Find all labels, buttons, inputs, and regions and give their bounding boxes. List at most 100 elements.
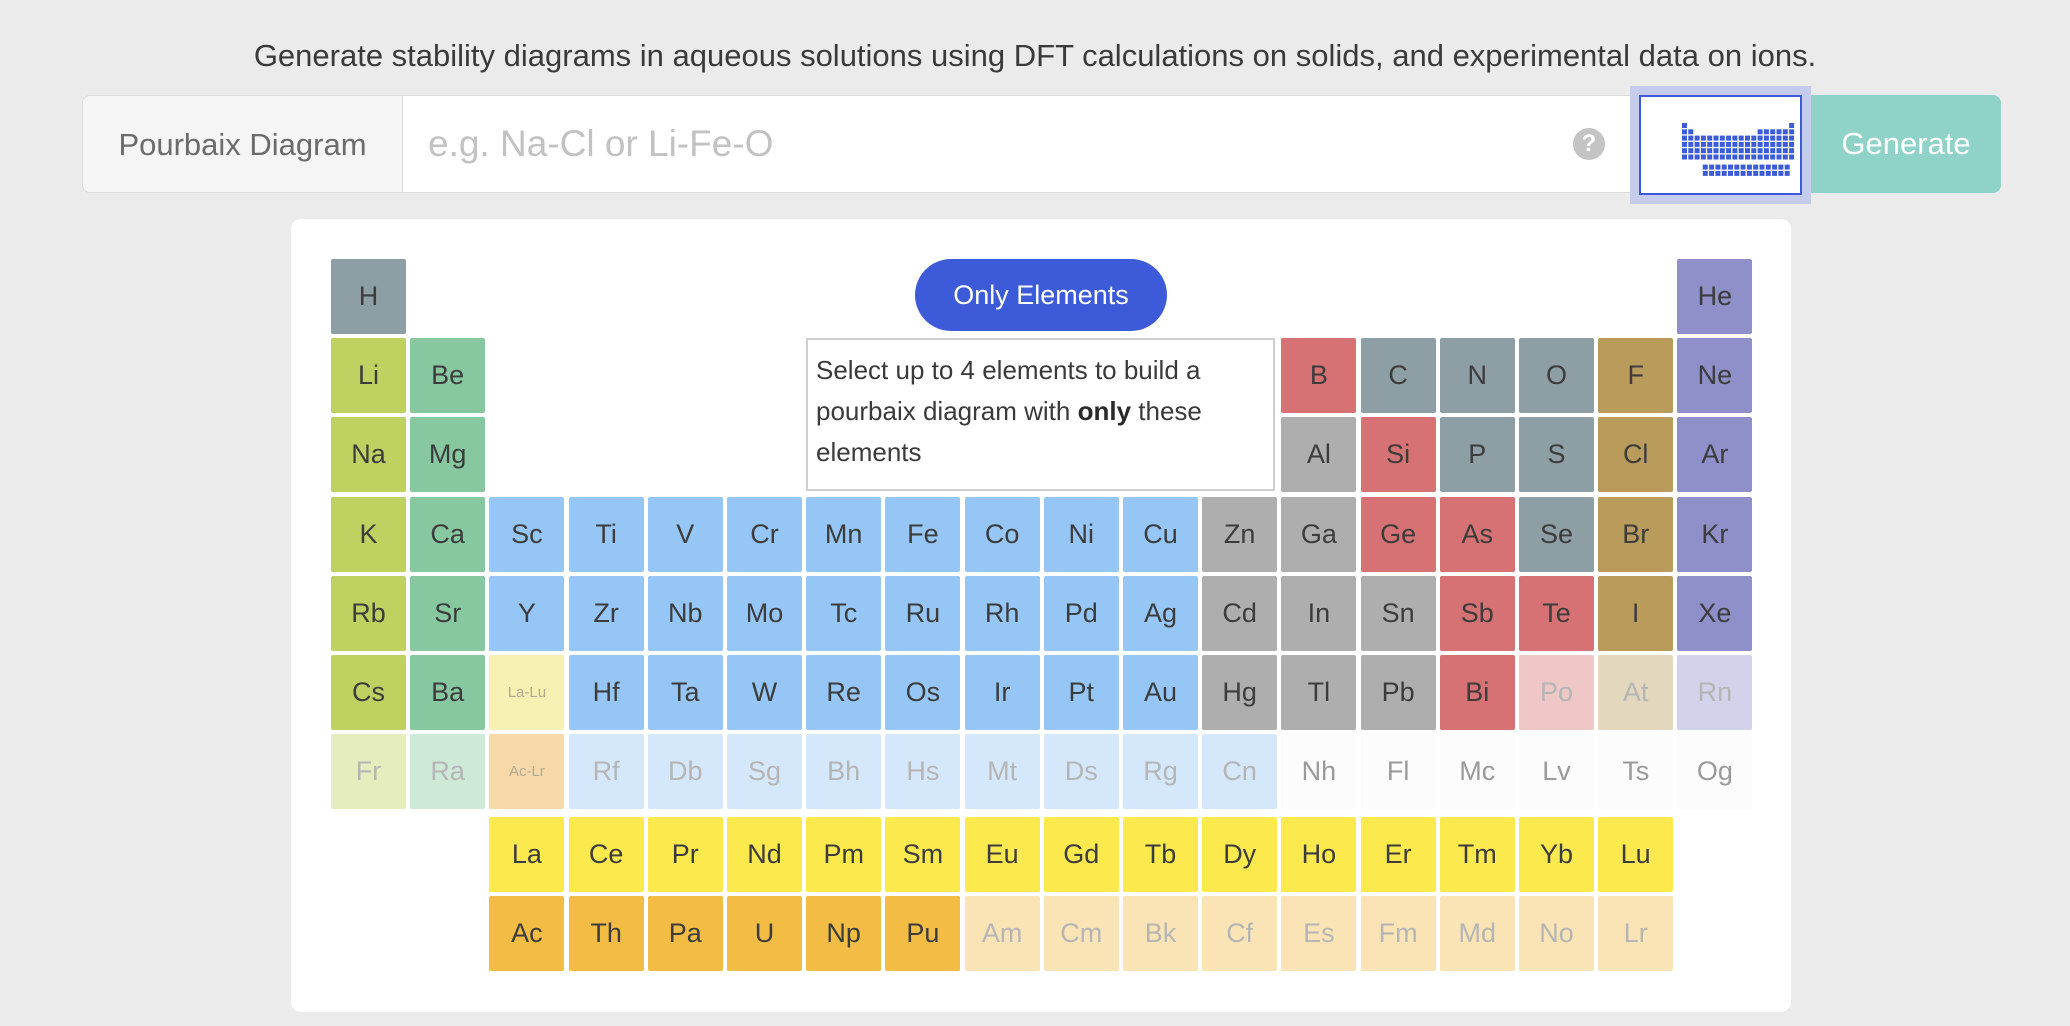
- element-co[interactable]: Co: [964, 496, 1040, 572]
- element-w[interactable]: W: [727, 655, 802, 730]
- element-n[interactable]: N: [1439, 338, 1515, 414]
- element-ho[interactable]: Ho: [1281, 817, 1357, 892]
- element-lv: Lv: [1519, 734, 1594, 810]
- element-ar[interactable]: Ar: [1677, 417, 1753, 493]
- element-br[interactable]: Br: [1598, 496, 1674, 572]
- element-pb[interactable]: Pb: [1360, 655, 1436, 730]
- element-xe[interactable]: Xe: [1677, 575, 1753, 651]
- element-o[interactable]: O: [1519, 338, 1594, 414]
- element-tc[interactable]: Tc: [806, 575, 882, 651]
- element-pr[interactable]: Pr: [647, 817, 723, 892]
- periodic-table-icon-cell: [1753, 170, 1759, 176]
- element-ba[interactable]: Ba: [410, 655, 486, 730]
- element-zn[interactable]: Zn: [1202, 496, 1278, 572]
- element-v[interactable]: V: [647, 496, 723, 572]
- formula-search-input[interactable]: [403, 95, 1713, 193]
- element-sb[interactable]: Sb: [1439, 575, 1515, 651]
- element-cr[interactable]: Cr: [727, 496, 802, 572]
- element-rb[interactable]: Rb: [331, 575, 406, 651]
- element-re[interactable]: Re: [806, 655, 882, 730]
- element-au[interactable]: Au: [1123, 655, 1198, 730]
- element-pt[interactable]: Pt: [1043, 655, 1119, 730]
- element-ir[interactable]: Ir: [964, 655, 1040, 730]
- periodic-table-toggle-button[interactable]: [1639, 95, 1802, 195]
- element-np[interactable]: Np: [806, 896, 882, 971]
- element-in[interactable]: In: [1281, 575, 1357, 651]
- element-pa[interactable]: Pa: [647, 896, 723, 971]
- element-cd[interactable]: Cd: [1202, 575, 1278, 651]
- element-be[interactable]: Be: [410, 338, 486, 414]
- element-ca[interactable]: Ca: [410, 496, 486, 572]
- element-pd[interactable]: Pd: [1043, 575, 1119, 651]
- help-icon[interactable]: ?: [1573, 128, 1605, 160]
- only-elements-button[interactable]: Only Elements: [915, 259, 1167, 331]
- element-hf[interactable]: Hf: [568, 655, 644, 730]
- element-eu[interactable]: Eu: [964, 817, 1040, 892]
- element-h[interactable]: H: [331, 259, 406, 334]
- element-zr[interactable]: Zr: [568, 575, 644, 651]
- periodic-table-icon-cell: [1726, 148, 1732, 154]
- hint-text-start: Select up to 4 elements to build a pourb…: [816, 355, 1201, 426]
- periodic-table-icon-cell: [1732, 154, 1738, 160]
- element-c[interactable]: C: [1360, 338, 1436, 414]
- element-dy[interactable]: Dy: [1202, 817, 1278, 892]
- element-sr[interactable]: Sr: [410, 575, 486, 651]
- element-mn[interactable]: Mn: [806, 496, 882, 572]
- element-sc[interactable]: Sc: [489, 496, 565, 572]
- element-tb[interactable]: Tb: [1123, 817, 1198, 892]
- element-nb[interactable]: Nb: [647, 575, 723, 651]
- element-y[interactable]: Y: [489, 575, 565, 651]
- element-ge[interactable]: Ge: [1360, 496, 1436, 572]
- element-bi[interactable]: Bi: [1439, 655, 1515, 730]
- element-th[interactable]: Th: [568, 896, 644, 971]
- element-pm[interactable]: Pm: [806, 817, 882, 892]
- element-os[interactable]: Os: [885, 655, 961, 730]
- element-te[interactable]: Te: [1519, 575, 1594, 651]
- element-fe[interactable]: Fe: [885, 496, 961, 572]
- element-cl[interactable]: Cl: [1598, 417, 1674, 493]
- element-si[interactable]: Si: [1360, 417, 1436, 493]
- element-i[interactable]: I: [1598, 575, 1674, 651]
- element-li[interactable]: Li: [331, 338, 406, 414]
- element-ni[interactable]: Ni: [1043, 496, 1119, 572]
- element-hg[interactable]: Hg: [1202, 655, 1278, 730]
- element-se[interactable]: Se: [1519, 496, 1594, 572]
- element-cu[interactable]: Cu: [1123, 496, 1198, 572]
- element-pu[interactable]: Pu: [885, 896, 961, 971]
- element-as[interactable]: As: [1439, 496, 1515, 572]
- element-u[interactable]: U: [727, 896, 802, 971]
- element-he[interactable]: He: [1677, 259, 1753, 334]
- element-s[interactable]: S: [1519, 417, 1594, 493]
- element-sm[interactable]: Sm: [885, 817, 961, 892]
- element-ac[interactable]: Ac: [489, 896, 565, 971]
- generate-button[interactable]: Generate: [1811, 95, 2001, 193]
- element-er[interactable]: Er: [1360, 817, 1436, 892]
- element-tm[interactable]: Tm: [1439, 817, 1515, 892]
- element-ag[interactable]: Ag: [1123, 575, 1198, 651]
- element-na[interactable]: Na: [331, 417, 406, 493]
- element-rh[interactable]: Rh: [964, 575, 1040, 651]
- element-mg[interactable]: Mg: [410, 417, 486, 493]
- element-cs[interactable]: Cs: [331, 655, 406, 730]
- element-ce[interactable]: Ce: [568, 817, 644, 892]
- element-ta[interactable]: Ta: [647, 655, 723, 730]
- element-la[interactable]: La: [489, 817, 565, 892]
- element-ga[interactable]: Ga: [1281, 496, 1357, 572]
- element-k[interactable]: K: [331, 496, 406, 572]
- periodic-table-icon-cell: [1740, 164, 1746, 170]
- element-p[interactable]: P: [1439, 417, 1515, 493]
- element-al[interactable]: Al: [1281, 417, 1357, 493]
- element-f[interactable]: F: [1598, 338, 1674, 414]
- element-yb[interactable]: Yb: [1519, 817, 1594, 892]
- element-kr[interactable]: Kr: [1677, 496, 1753, 572]
- element-gd[interactable]: Gd: [1043, 817, 1119, 892]
- element-tl[interactable]: Tl: [1281, 655, 1357, 730]
- element-ru[interactable]: Ru: [885, 575, 961, 651]
- element-lu[interactable]: Lu: [1598, 817, 1674, 892]
- element-nd[interactable]: Nd: [727, 817, 802, 892]
- element-sn[interactable]: Sn: [1360, 575, 1436, 651]
- element-ne[interactable]: Ne: [1677, 338, 1753, 414]
- element-ti[interactable]: Ti: [568, 496, 644, 572]
- element-mo[interactable]: Mo: [727, 575, 802, 651]
- element-b[interactable]: B: [1281, 338, 1357, 414]
